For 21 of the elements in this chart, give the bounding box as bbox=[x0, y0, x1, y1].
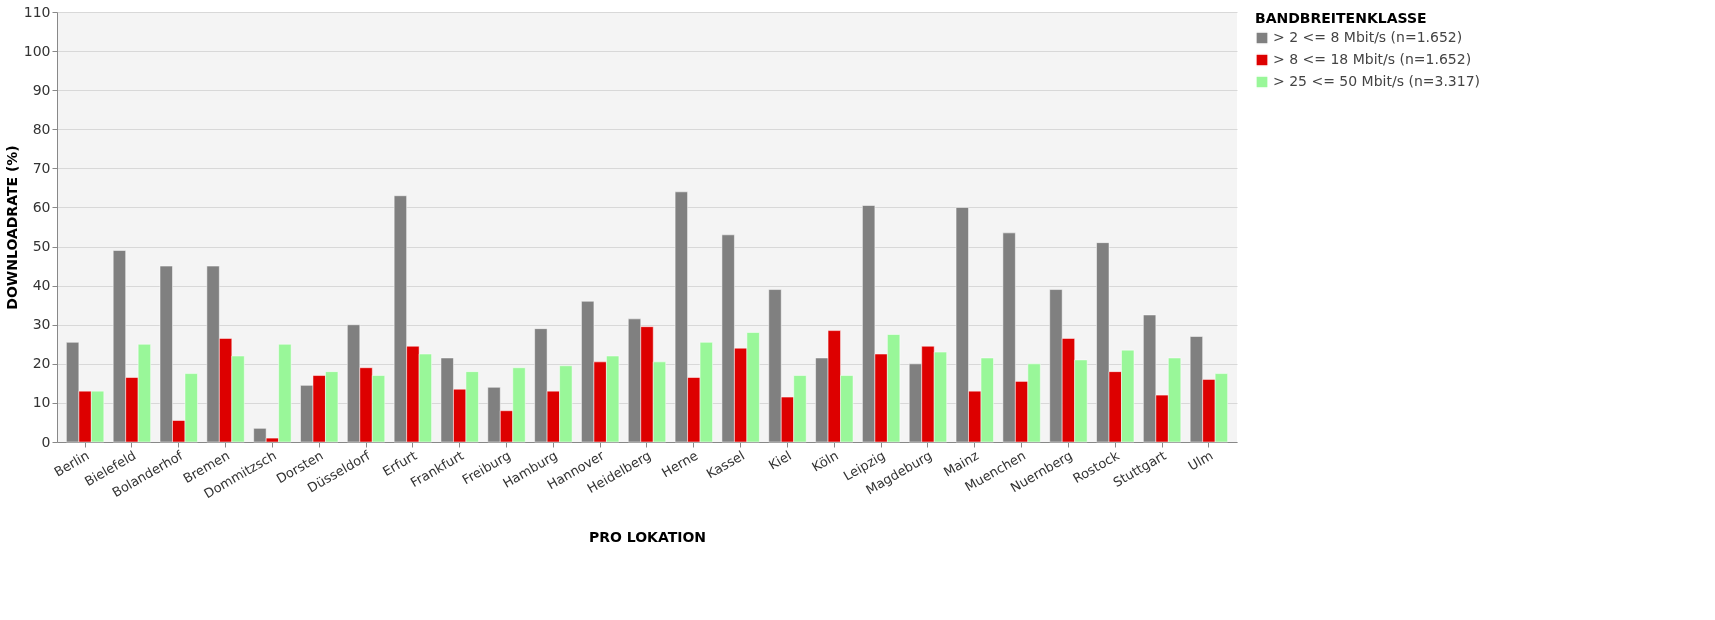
y-tick-label: 20 bbox=[32, 355, 51, 372]
y-tick-label: 40 bbox=[32, 277, 51, 294]
y-tick-label: 80 bbox=[32, 120, 51, 137]
y-tick-label: 10 bbox=[32, 394, 51, 411]
y-axis-title: DOWNLOADRATE (%) bbox=[3, 145, 20, 310]
legend-label: > 2 <= 8 Mbit/s (n=1.652) bbox=[1273, 29, 1463, 45]
legend-label: > 8 <= 18 Mbit/s (n=1.652) bbox=[1273, 51, 1472, 67]
x-tick-label: Ulm bbox=[1185, 447, 1216, 474]
y-tick-label: 60 bbox=[32, 198, 51, 215]
x-tick-label: Kiel bbox=[765, 447, 794, 473]
legend-label: > 25 <= 50 Mbit/s (n=3.317) bbox=[1273, 73, 1481, 89]
legend-title: BANDBREITENKLASSE bbox=[1255, 10, 1427, 26]
y-tick-label: 110 bbox=[23, 3, 51, 20]
x-axis-title: PRO LOKATION bbox=[588, 529, 707, 546]
y-tick-label: 100 bbox=[23, 42, 51, 59]
y-tick-label: 0 bbox=[41, 433, 51, 450]
y-tick-label: 30 bbox=[32, 316, 51, 333]
y-tick-label: 70 bbox=[32, 159, 51, 176]
y-tick-label: 50 bbox=[32, 238, 51, 255]
x-tick-label: Köln bbox=[809, 447, 841, 475]
y-tick-label: 90 bbox=[32, 81, 51, 98]
